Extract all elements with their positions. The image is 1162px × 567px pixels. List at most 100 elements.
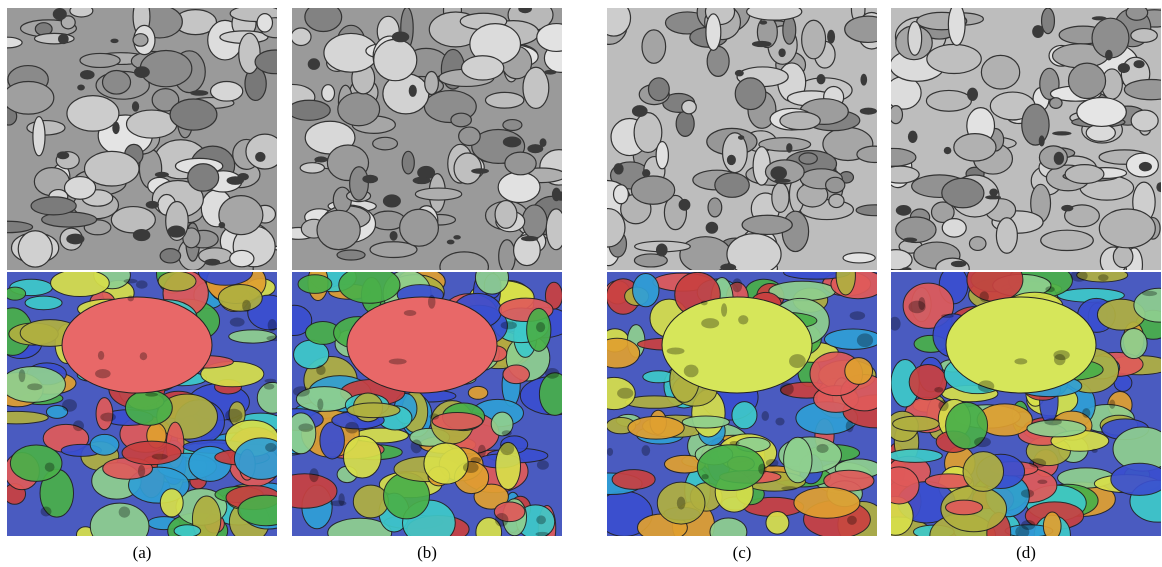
organelle: [136, 280, 148, 288]
segment: [51, 269, 110, 296]
cell: [505, 152, 536, 175]
cell: [485, 92, 523, 108]
organelle: [544, 70, 556, 75]
cell: [170, 99, 217, 130]
cell: [614, 185, 629, 204]
cell: [0, 37, 22, 48]
segment: [298, 275, 332, 294]
organelle: [860, 108, 877, 115]
organelle: [1054, 354, 1066, 365]
organelle: [518, 4, 532, 13]
organelle: [860, 74, 867, 86]
cell: [845, 16, 891, 42]
cell: [942, 219, 966, 237]
segment: [963, 452, 1004, 492]
organelle: [338, 493, 344, 505]
organelle: [268, 319, 277, 332]
organelle: [314, 156, 327, 162]
organelle: [656, 244, 668, 257]
organelle: [146, 201, 159, 209]
organelle: [1032, 25, 1044, 38]
cell: [300, 163, 324, 173]
segment: [286, 413, 316, 454]
organelle: [780, 383, 794, 396]
cell: [333, 187, 351, 212]
organelle: [889, 317, 901, 331]
organelle: [1014, 358, 1027, 364]
organelle: [778, 48, 785, 57]
organelle: [540, 138, 547, 147]
organelle: [293, 386, 310, 396]
segment: [424, 443, 468, 484]
organelle: [98, 351, 104, 360]
organelle: [720, 263, 736, 271]
segment: [732, 402, 757, 429]
cell: [537, 24, 576, 52]
organelle: [846, 421, 854, 433]
cell: [881, 166, 919, 183]
organelle: [632, 105, 648, 117]
cell: [1068, 63, 1105, 98]
organelle: [62, 399, 77, 412]
segment: [879, 467, 919, 504]
cell: [211, 82, 243, 102]
panel-label: (a): [7, 543, 277, 563]
cell: [288, 100, 331, 120]
cell: [374, 39, 417, 80]
cell: [829, 194, 844, 207]
organelle: [345, 422, 359, 434]
organelle: [471, 168, 489, 174]
cell: [70, 5, 93, 17]
organelle: [404, 310, 417, 316]
organelle: [317, 398, 323, 410]
em-image: [0, 0, 298, 287]
cell: [1126, 5, 1147, 20]
organelle: [951, 261, 967, 267]
organelle: [738, 135, 744, 140]
segment: [347, 403, 400, 418]
organelle: [536, 532, 549, 537]
organelle: [537, 460, 549, 470]
segment: [344, 436, 382, 478]
segment: [0, 411, 48, 423]
cell: [715, 173, 749, 197]
organelle: [735, 70, 744, 76]
organelle: [702, 474, 709, 479]
segment: [503, 365, 530, 384]
organelle: [762, 411, 770, 421]
cell: [676, 111, 694, 136]
segment: [320, 422, 345, 459]
organelle: [934, 387, 943, 393]
organelle: [908, 131, 918, 143]
organelle: [1061, 205, 1073, 211]
cell: [127, 110, 177, 138]
cell: [996, 218, 1017, 253]
organelle: [817, 74, 826, 84]
large-segment: [662, 297, 812, 393]
organelle: [556, 191, 566, 200]
segmentation: [864, 258, 1162, 540]
segment: [10, 445, 62, 481]
segment: [432, 412, 483, 429]
cell: [656, 142, 668, 169]
segment: [90, 434, 119, 455]
cell: [459, 127, 481, 145]
organelle: [974, 437, 991, 447]
organelle: [701, 301, 708, 306]
organelle: [786, 143, 792, 153]
segment: [158, 271, 196, 291]
cell: [735, 78, 766, 110]
organelle: [896, 205, 912, 216]
organelle: [701, 318, 719, 328]
segmentation: [267, 261, 588, 540]
cell: [942, 178, 984, 208]
organelle: [827, 30, 835, 44]
em-image: [270, 0, 578, 282]
cell: [188, 164, 219, 191]
organelle: [641, 445, 650, 456]
organelle: [58, 34, 69, 44]
organelle: [495, 513, 509, 527]
organelle: [132, 101, 139, 111]
organelle: [857, 333, 873, 347]
cell: [1041, 230, 1094, 250]
